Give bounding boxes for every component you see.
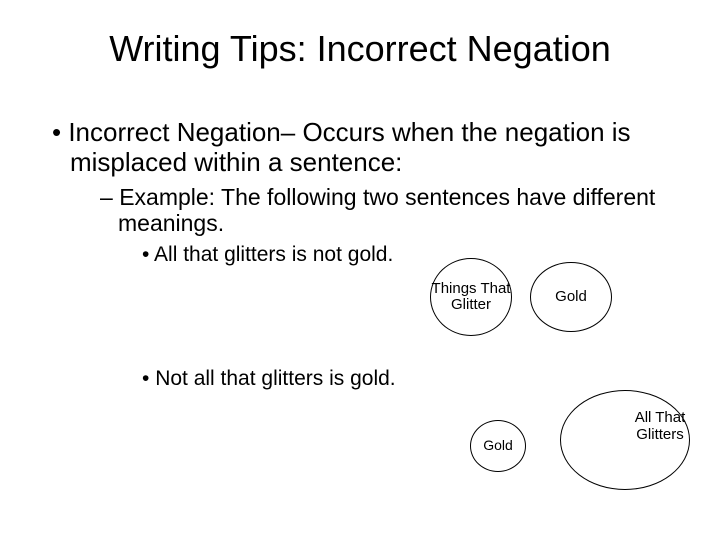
venn-diagram-subset: All That Glitters Gold xyxy=(470,390,700,500)
bullet-level2-example: Example: The following two sentences hav… xyxy=(18,184,720,237)
label-all-glitters: All That Glitters xyxy=(630,410,690,443)
circle-gold-inner: Gold xyxy=(470,420,526,472)
bullet-level1: Incorrect Negation– Occurs when the nega… xyxy=(18,118,720,178)
bullet-level3-sentence2: Not all that glitters is gold. xyxy=(14,367,720,391)
slide-title: Writing Tips: Incorrect Negation xyxy=(0,0,720,90)
circle-gold-separate: Gold xyxy=(530,262,612,332)
circle-things-glitter: Things That Glitter xyxy=(430,258,512,336)
venn-diagram-separate: Things That Glitter Gold xyxy=(430,258,690,348)
